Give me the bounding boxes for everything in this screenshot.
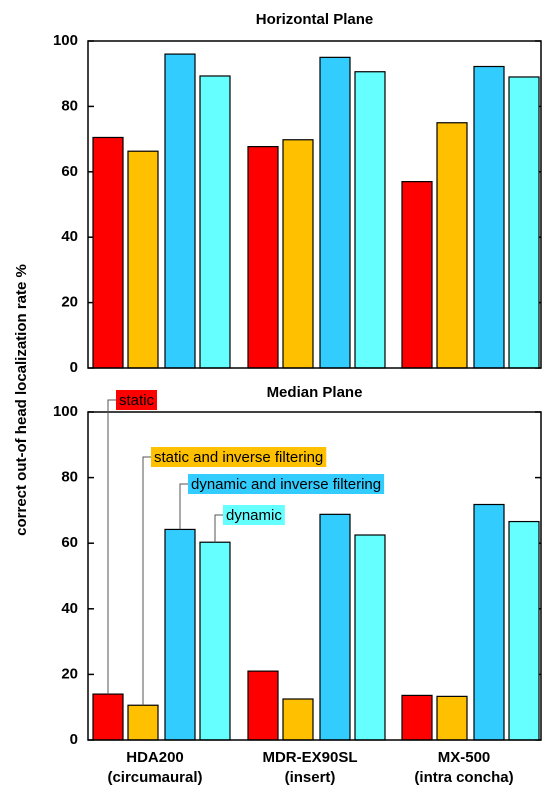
bar: [437, 696, 467, 740]
bar: [128, 151, 158, 368]
bar: [283, 140, 313, 368]
legend-label: dynamic and inverse filtering: [191, 476, 381, 493]
legend-label: static and inverse filtering: [154, 449, 323, 466]
bar: [402, 695, 432, 740]
bar: [165, 54, 195, 368]
legend-leader: [180, 484, 188, 529]
y-tick-label: 60: [61, 534, 78, 551]
bar: [355, 72, 385, 368]
bar: [320, 514, 350, 740]
legend-leader: [143, 457, 151, 705]
y-tick-label: 100: [53, 32, 78, 49]
x-tick-label: (insert): [285, 769, 336, 786]
bar: [200, 76, 230, 368]
bar: [93, 137, 123, 368]
y-tick-label: 40: [61, 228, 78, 245]
x-tick-label: (intra concha): [414, 769, 513, 786]
y-tick-label: 80: [61, 97, 78, 114]
bar: [509, 77, 539, 368]
y-tick-label: 0: [70, 731, 78, 748]
bar: [437, 123, 467, 368]
y-tick-label: 20: [61, 665, 78, 682]
bar: [355, 535, 385, 740]
x-tick-label: HDA200: [126, 749, 184, 766]
y-tick-label: 100: [53, 403, 78, 420]
legend-label: static: [119, 392, 155, 409]
y-tick-label: 20: [61, 294, 78, 311]
x-tick-label: MDR-EX90SL: [262, 749, 357, 766]
bar: [509, 522, 539, 740]
chart-title: Horizontal Plane: [256, 11, 374, 28]
x-tick-label: (circumaural): [107, 769, 202, 786]
y-axis-label: correct out-of head localization rate %: [13, 264, 30, 536]
chart: correct out-of head localization rate % …: [0, 0, 547, 796]
bar: [474, 504, 504, 740]
legend-leader: [108, 400, 116, 694]
bar: [248, 671, 278, 740]
y-tick-label: 0: [70, 359, 78, 376]
bar: [402, 182, 432, 368]
x-tick-label: MX-500: [438, 749, 491, 766]
bar: [320, 57, 350, 368]
legend-leader: [215, 515, 223, 542]
bar: [165, 529, 195, 740]
y-tick-label: 40: [61, 600, 78, 617]
bar: [474, 67, 504, 368]
legend-label: dynamic: [226, 507, 282, 524]
bar: [200, 542, 230, 740]
bar: [128, 705, 158, 740]
y-tick-label: 80: [61, 469, 78, 486]
bar: [283, 699, 313, 740]
bar: [248, 147, 278, 368]
bar: [93, 694, 123, 740]
y-tick-label: 60: [61, 163, 78, 180]
chart-title: Median Plane: [267, 384, 363, 401]
